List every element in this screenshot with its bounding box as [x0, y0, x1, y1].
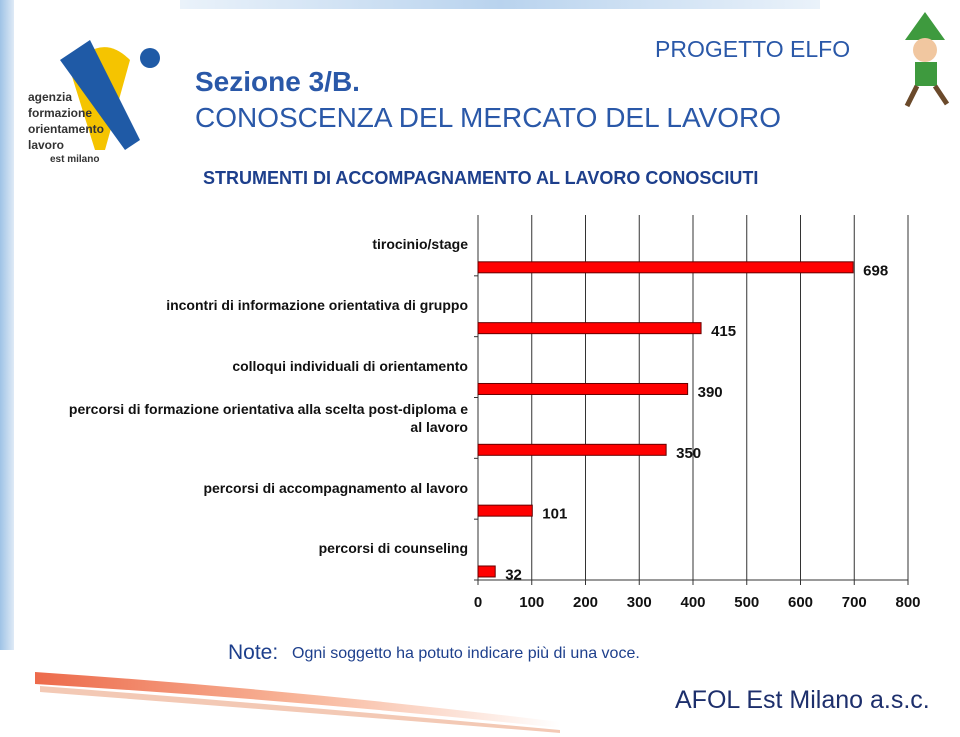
logo-text: est milano	[50, 154, 100, 165]
section-subtitle: CONOSCENZA DEL MERCATO DEL LAVORO	[195, 102, 782, 133]
logo-text: orientamento	[28, 122, 105, 136]
x-tick-label: 200	[573, 594, 598, 611]
category-label: percorsi di formazione orientativa alla …	[68, 400, 468, 435]
project-title: PROGETTO ELFO	[655, 36, 851, 62]
x-tick-label: 0	[474, 594, 482, 611]
side-band	[0, 0, 14, 650]
bar	[477, 504, 533, 517]
section-title: Sezione 3/B.	[195, 66, 360, 97]
bar	[477, 322, 702, 335]
logo-text: lavoro	[28, 138, 65, 152]
value-label: 698	[863, 262, 888, 279]
elf-icon	[904, 12, 950, 108]
note-text: Ogni soggetto ha potuto indicare più di …	[292, 645, 640, 662]
top-band	[180, 0, 820, 9]
logo-text: formazione	[28, 106, 93, 120]
footer-text: AFOL Est Milano a.s.c.	[675, 686, 930, 714]
value-label: 101	[542, 506, 567, 523]
logo-shape	[60, 40, 140, 150]
category-label: tirocinio/stage	[372, 236, 468, 253]
logo-text: agenzia	[28, 90, 73, 104]
bar	[477, 565, 496, 578]
x-tick-label: 800	[895, 594, 920, 611]
value-label: 32	[505, 566, 522, 583]
bar	[477, 382, 689, 395]
category-label: incontri di informazione orientativa di …	[166, 297, 468, 314]
logo-shape	[140, 48, 160, 68]
value-label: 415	[711, 323, 736, 340]
x-tick-label: 600	[788, 594, 813, 611]
bar	[477, 261, 854, 274]
category-label: percorsi di accompagnamento al lavoro	[203, 479, 468, 496]
swoosh	[35, 672, 560, 728]
swoosh	[40, 686, 560, 733]
bar	[477, 443, 667, 456]
x-tick-label: 300	[627, 594, 652, 611]
category-label: colloqui individuali di orientamento	[232, 357, 468, 374]
x-tick-label: 100	[519, 594, 544, 611]
value-label: 390	[698, 384, 723, 401]
x-tick-label: 400	[680, 594, 705, 611]
x-tick-label: 500	[734, 594, 759, 611]
value-label: 350	[676, 445, 701, 462]
chart-title: STRUMENTI DI ACCOMPAGNAMENTO AL LAVORO C…	[203, 168, 759, 188]
x-tick-label: 700	[842, 594, 867, 611]
note-label: Note:	[228, 641, 279, 664]
category-label: percorsi di counseling	[318, 540, 468, 557]
